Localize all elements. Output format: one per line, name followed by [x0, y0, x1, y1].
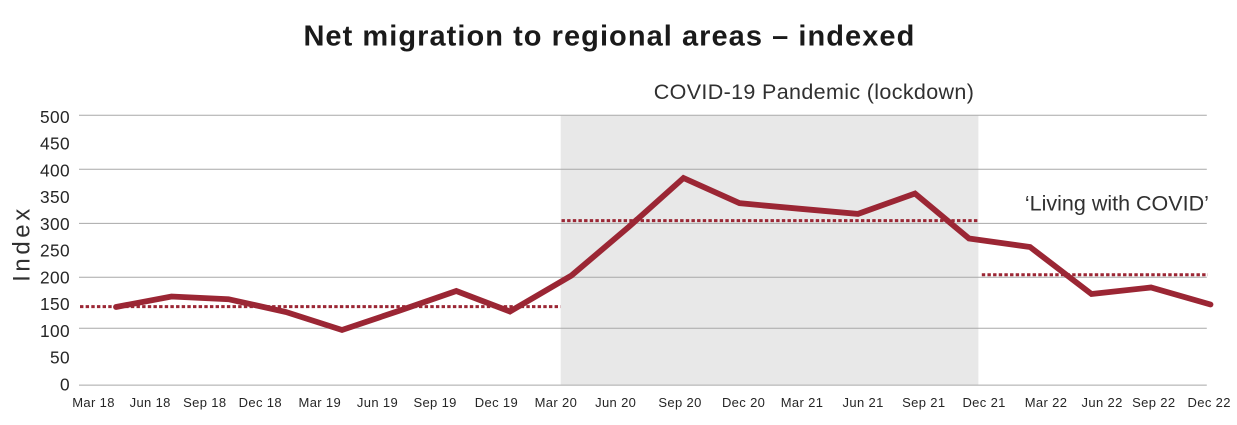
svg-text:Jun 18: Jun 18 [130, 395, 171, 410]
svg-text:Sep 19: Sep 19 [413, 395, 456, 410]
svg-text:Sep 20: Sep 20 [658, 395, 701, 410]
svg-text:Jun 21: Jun 21 [843, 395, 884, 410]
svg-text:Mar 21: Mar 21 [781, 395, 824, 410]
svg-text:Dec 19: Dec 19 [475, 395, 518, 410]
svg-text:100: 100 [40, 321, 70, 341]
svg-text:300: 300 [40, 214, 70, 234]
svg-text:Sep 22: Sep 22 [1132, 395, 1175, 410]
svg-text:Mar 20: Mar 20 [535, 395, 578, 410]
svg-text:Dec 18: Dec 18 [239, 395, 282, 410]
svg-text:350: 350 [40, 187, 70, 207]
svg-text:150: 150 [40, 294, 70, 314]
svg-text:Index: Index [9, 205, 36, 282]
svg-text:400: 400 [40, 160, 70, 180]
svg-text:50: 50 [50, 348, 70, 368]
svg-text:Jun 19: Jun 19 [357, 395, 398, 410]
svg-text:Mar 18: Mar 18 [72, 395, 115, 410]
svg-text:250: 250 [40, 241, 70, 261]
svg-text:Dec 22: Dec 22 [1188, 395, 1231, 410]
svg-text:Sep 18: Sep 18 [183, 395, 226, 410]
svg-text:Net migration to regional area: Net migration to regional areas – indexe… [303, 21, 915, 53]
svg-text:COVID-19 Pandemic (lockdown): COVID-19 Pandemic (lockdown) [654, 80, 974, 104]
svg-text:Mar 22: Mar 22 [1025, 395, 1068, 410]
svg-text:500: 500 [40, 107, 70, 127]
svg-text:200: 200 [40, 267, 70, 287]
svg-text:Dec 21: Dec 21 [962, 395, 1005, 410]
svg-text:Jun 22: Jun 22 [1082, 395, 1123, 410]
svg-text:450: 450 [40, 134, 70, 154]
svg-text:Jun 20: Jun 20 [595, 395, 636, 410]
svg-text:Sep 21: Sep 21 [902, 395, 945, 410]
svg-text:‘Living with COVID’: ‘Living with COVID’ [1025, 192, 1209, 216]
svg-text:Dec 20: Dec 20 [722, 395, 765, 410]
svg-text:0: 0 [60, 375, 70, 395]
svg-text:Mar 19: Mar 19 [299, 395, 342, 410]
